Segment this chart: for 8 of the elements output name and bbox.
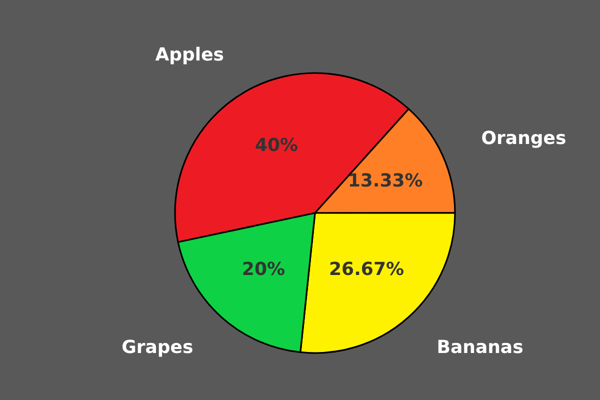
data-label: 20%	[242, 259, 286, 280]
slice-label: Apples	[155, 44, 224, 66]
slice-label: Bananas	[436, 337, 524, 358]
slice-label: Grapes	[122, 337, 194, 358]
slice-label: Oranges	[481, 128, 566, 149]
data-label: 13.33%	[348, 170, 423, 192]
data-label: 40%	[254, 135, 298, 156]
data-label: 26.67%	[329, 259, 404, 280]
